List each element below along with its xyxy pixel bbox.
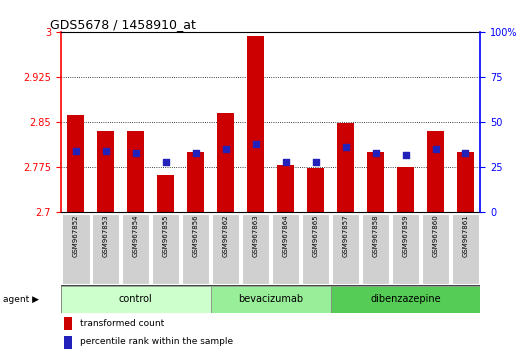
Point <box>461 150 470 156</box>
Text: GSM967864: GSM967864 <box>282 215 289 257</box>
FancyBboxPatch shape <box>332 214 360 284</box>
Bar <box>127 131 144 212</box>
Text: control: control <box>119 294 153 304</box>
Point <box>371 150 380 156</box>
FancyBboxPatch shape <box>211 286 331 313</box>
Text: GSM967856: GSM967856 <box>193 215 199 257</box>
Text: GDS5678 / 1458910_at: GDS5678 / 1458910_at <box>50 18 196 31</box>
FancyBboxPatch shape <box>212 214 239 284</box>
Bar <box>157 175 174 212</box>
Point <box>71 148 80 154</box>
Text: agent ▶: agent ▶ <box>3 295 39 304</box>
FancyBboxPatch shape <box>272 214 299 284</box>
Point <box>431 147 440 152</box>
Text: GSM967853: GSM967853 <box>102 215 109 257</box>
FancyBboxPatch shape <box>331 286 480 313</box>
FancyBboxPatch shape <box>242 214 269 284</box>
FancyBboxPatch shape <box>362 214 389 284</box>
Bar <box>277 165 294 212</box>
Point <box>192 150 200 156</box>
Text: percentile rank within the sample: percentile rank within the sample <box>80 337 233 347</box>
Text: GSM967863: GSM967863 <box>252 215 259 257</box>
Point <box>312 159 320 165</box>
FancyBboxPatch shape <box>392 214 419 284</box>
Point <box>401 152 410 158</box>
Text: GSM967865: GSM967865 <box>313 215 318 257</box>
FancyBboxPatch shape <box>451 214 479 284</box>
Point <box>101 148 110 154</box>
FancyBboxPatch shape <box>61 286 211 313</box>
Bar <box>307 169 324 212</box>
Bar <box>247 36 264 212</box>
Bar <box>457 152 474 212</box>
Text: GSM967857: GSM967857 <box>343 215 348 257</box>
Text: dibenzazepine: dibenzazepine <box>370 294 441 304</box>
Text: GSM967862: GSM967862 <box>223 215 229 257</box>
Bar <box>187 152 204 212</box>
Text: GSM967855: GSM967855 <box>163 215 168 257</box>
FancyBboxPatch shape <box>62 214 90 284</box>
Text: GSM967861: GSM967861 <box>463 215 468 257</box>
Point <box>221 147 230 152</box>
Text: GSM967852: GSM967852 <box>73 215 79 257</box>
Bar <box>337 123 354 212</box>
FancyBboxPatch shape <box>92 214 119 284</box>
Point <box>131 150 140 156</box>
Bar <box>64 317 72 330</box>
FancyBboxPatch shape <box>122 214 149 284</box>
FancyBboxPatch shape <box>302 214 329 284</box>
FancyBboxPatch shape <box>182 214 210 284</box>
Bar <box>367 152 384 212</box>
Text: transformed count: transformed count <box>80 319 164 328</box>
Point <box>162 159 170 165</box>
Bar <box>397 167 414 212</box>
Bar <box>427 131 444 212</box>
Point <box>281 159 290 165</box>
Point <box>251 141 260 147</box>
Text: GSM967859: GSM967859 <box>402 215 409 257</box>
Text: GSM967858: GSM967858 <box>373 215 379 257</box>
Text: GSM967860: GSM967860 <box>432 215 439 257</box>
Bar <box>98 131 114 212</box>
Bar <box>64 336 72 349</box>
Text: GSM967854: GSM967854 <box>133 215 139 257</box>
Point <box>341 144 350 150</box>
FancyBboxPatch shape <box>152 214 180 284</box>
Bar <box>218 113 234 212</box>
FancyBboxPatch shape <box>422 214 449 284</box>
Text: bevacizumab: bevacizumab <box>238 294 303 304</box>
Bar <box>68 115 84 212</box>
